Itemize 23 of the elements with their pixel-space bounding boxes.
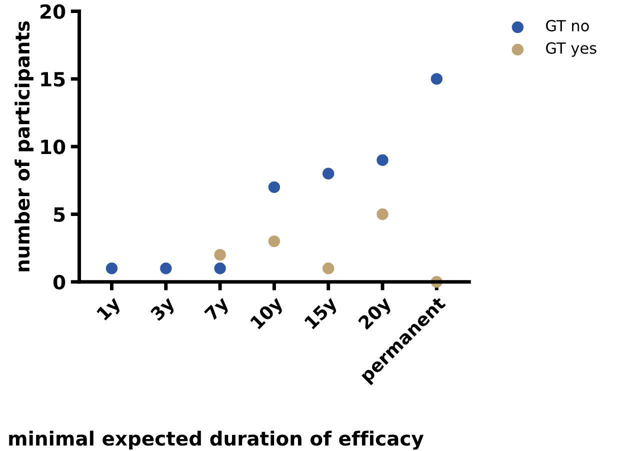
x-tick-label: 1y [96,296,124,324]
point [430,73,443,85]
legend-label: GT yes [546,42,596,57]
y-tick-label: 15 [41,72,65,87]
point [214,248,226,261]
y-tick-label: 0 [53,274,66,290]
y-axis-title: number of participants [14,21,34,272]
y-tick-label: 5 [54,207,65,222]
x-tick-label: 7y [204,296,232,324]
point [214,262,226,274]
y-tick-label: 10 [41,140,66,154]
point [322,262,334,274]
x-tick-label: 3y [150,295,178,324]
y-tick-label: 20 [40,4,66,19]
point [268,235,280,248]
point [268,181,280,194]
point [322,168,334,180]
legend-label: GT no [546,20,589,32]
point [106,262,118,274]
point [376,154,388,166]
x-axis-title: minimal expected duration of efficacy [9,430,424,450]
point [376,208,388,220]
point [160,262,172,274]
